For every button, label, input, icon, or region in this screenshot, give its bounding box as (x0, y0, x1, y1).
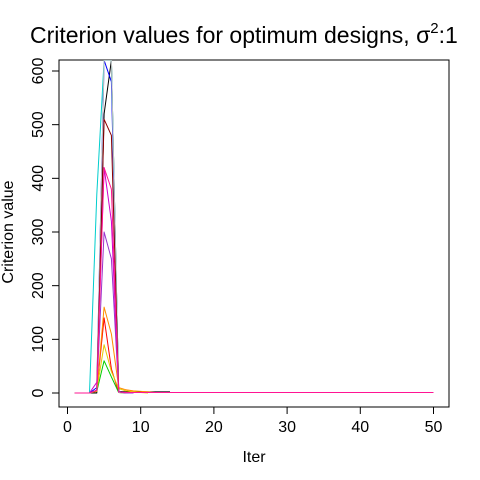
x-tick-label: 40 (351, 419, 369, 436)
y-axis: 0 100 200 300 400 500 600 (30, 58, 60, 397)
series-line-s2 (74, 317, 134, 394)
y-tick-label: 200 (30, 272, 47, 299)
y-tick-label: 500 (30, 111, 47, 138)
series-layer (74, 60, 434, 394)
chart-title-main: Criterion values for optimum designs, (30, 22, 416, 48)
x-tick-label: 50 (425, 419, 443, 436)
x-tick-label: 0 (63, 419, 72, 436)
y-tick-label: 400 (30, 165, 47, 192)
y-tick-label: 300 (30, 219, 47, 246)
y-tick-label: 0 (30, 388, 47, 397)
chart-title: Criterion values for optimum designs, σ2… (30, 20, 458, 48)
y-tick-label: 600 (30, 58, 47, 85)
x-axis-label: Iter (242, 449, 266, 466)
series-line-s10 (74, 118, 134, 394)
x-tick-label: 10 (132, 419, 150, 436)
series-line-s12 (74, 167, 434, 394)
y-axis-label: Criterion value (0, 180, 17, 283)
series-line-s1 (74, 60, 170, 394)
x-tick-label: 30 (278, 419, 296, 436)
series-line-s6 (74, 167, 134, 394)
x-tick-label: 20 (205, 419, 223, 436)
series-line-s3 (74, 360, 134, 394)
chart-title-superscript: 2 (430, 20, 438, 37)
x-axis: 0 10 20 30 40 50 (63, 406, 443, 436)
chart-title-sigma: σ (416, 22, 430, 48)
chart-title-suffix: :1 (439, 22, 458, 48)
y-tick-label: 100 (30, 326, 47, 353)
